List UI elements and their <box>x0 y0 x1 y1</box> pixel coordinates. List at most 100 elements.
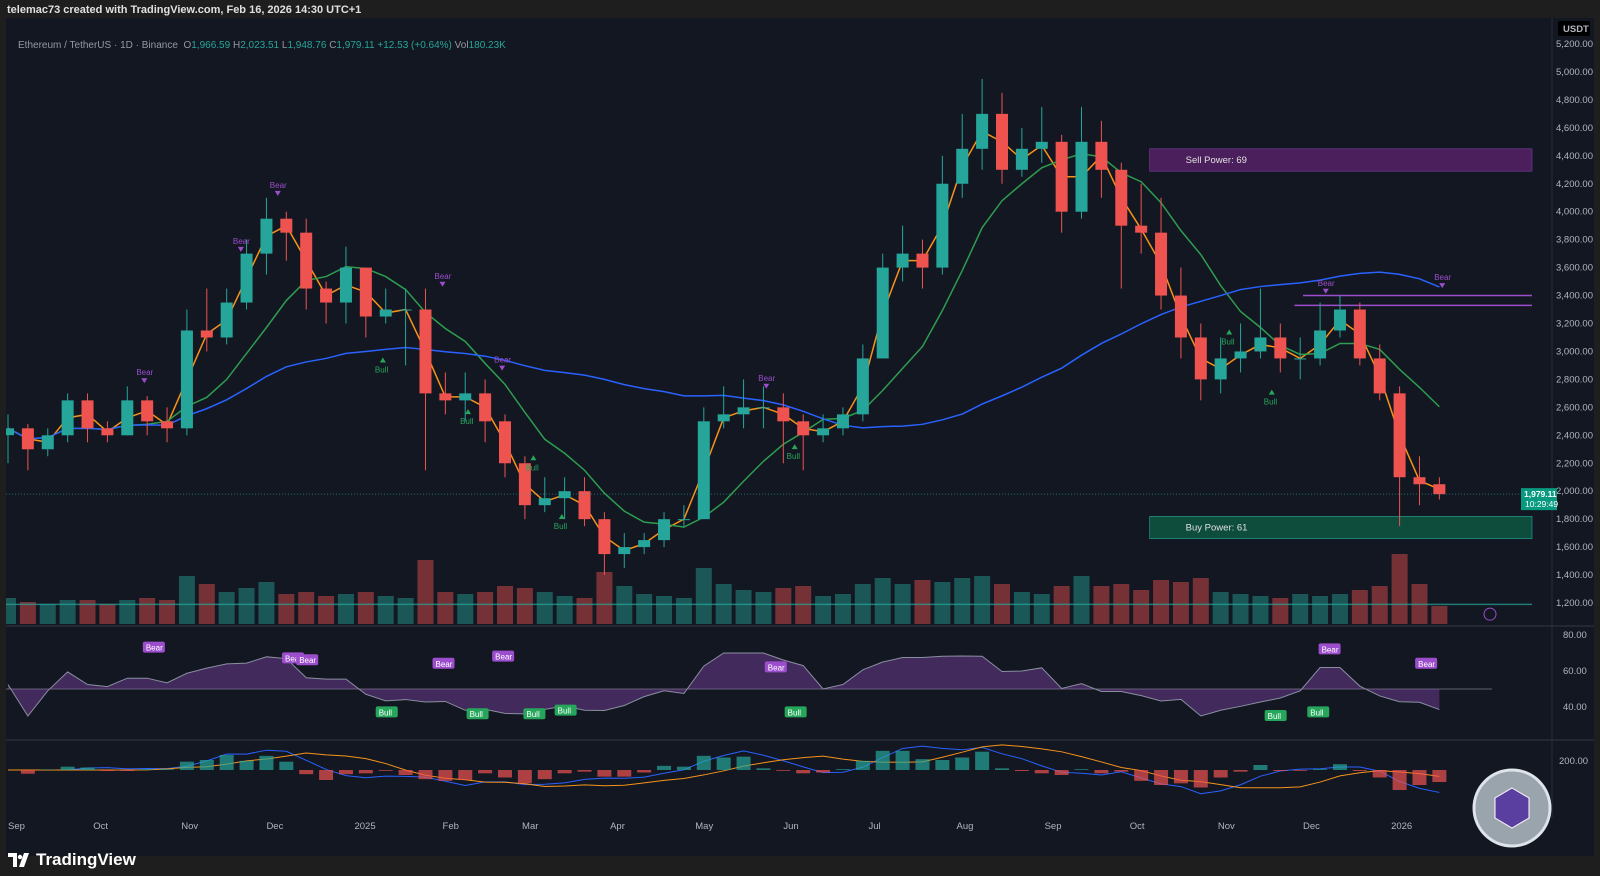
attribution-bar: telemac73 created with TradingView.com, … <box>0 0 1600 20</box>
volume-bar <box>1153 580 1170 624</box>
macd-histogram-bar <box>915 759 930 770</box>
candle-body <box>1333 309 1346 331</box>
volume-bar <box>755 592 772 624</box>
time-tick: Mar <box>522 821 538 832</box>
time-tick: May <box>695 821 713 832</box>
macd-histogram-bar <box>557 770 572 774</box>
macd-histogram-bar <box>199 760 214 770</box>
volume-bar <box>974 576 991 624</box>
macd-histogram-bar <box>1432 770 1447 783</box>
macd-histogram-bar <box>716 757 731 770</box>
candle-body <box>1015 148 1028 170</box>
candle-body <box>1214 358 1227 380</box>
rsi-signal-label: Bear <box>1322 645 1339 654</box>
volume-bar <box>258 582 275 624</box>
time-tick: Apr <box>610 821 625 832</box>
macd-histogram-bar <box>736 756 751 770</box>
macd-histogram-bar <box>219 755 234 770</box>
candle-body <box>996 113 1008 170</box>
alert-icon[interactable] <box>1483 607 1497 621</box>
rsi-signal-badge <box>375 706 398 718</box>
candle-body <box>956 148 969 184</box>
macd-histogram-bar <box>1014 770 1029 771</box>
rsi-signal-label: Bear <box>299 656 316 665</box>
chart-container[interactable]: 5,200.00 5,000.00 4,800.00 4,600.00 4,400.00… <box>6 18 1594 856</box>
time-tick: 2025 <box>354 821 375 832</box>
bear-marker-icon <box>439 281 446 287</box>
macd-histogram-bar <box>895 750 910 770</box>
volume-bar <box>397 598 414 624</box>
volume-bar <box>1232 594 1249 624</box>
rsi-signal-label: Bear <box>146 644 163 653</box>
macd-histogram-bar <box>1054 770 1069 775</box>
time-tick: Jul <box>869 821 881 832</box>
candle-body <box>1095 141 1108 170</box>
signal-label: Bull <box>375 365 389 374</box>
macd-histogram-bar <box>319 770 334 780</box>
rsi-area <box>8 653 1440 716</box>
macd-histogram-bar <box>80 767 95 770</box>
candle-body <box>1353 309 1366 359</box>
low-label: L <box>281 40 288 51</box>
candle-body <box>757 407 770 409</box>
candle-body <box>658 519 671 541</box>
candle-body <box>161 421 174 429</box>
candle-body <box>200 330 213 338</box>
rsi-signal-badge <box>142 641 165 653</box>
volume-bar <box>1033 594 1050 624</box>
candle-body <box>180 330 193 429</box>
macd-histogram-bar <box>358 770 373 774</box>
signal-label: Bull <box>787 452 801 461</box>
volume-bar <box>377 596 394 624</box>
macd-line <box>8 745 1440 795</box>
volume-value: 180.23K <box>468 40 506 51</box>
candle-body <box>399 309 412 311</box>
author-badge-icon <box>1494 787 1530 829</box>
chart-canvas[interactable]: 5,200.00 5,000.00 4,800.00 4,600.00 4,400.00… <box>6 18 1594 856</box>
tradingview-logo[interactable]: TradingView <box>8 850 136 870</box>
price-tick: 3,400.00 <box>1556 291 1593 302</box>
symbol-title[interactable]: Ethereum / TetherUS · 1D · Binance <box>18 40 178 51</box>
signal-label: Bull <box>525 463 539 472</box>
price-tick: 2,000.00 <box>1556 486 1593 497</box>
candle-body <box>499 421 511 464</box>
bull-marker-icon <box>1268 389 1275 395</box>
macd-histogram-bar <box>1293 770 1308 771</box>
candle-body <box>856 358 869 415</box>
candle-body <box>737 407 750 415</box>
candle-body <box>81 400 94 429</box>
macd-histogram-bar <box>1134 770 1149 781</box>
time-tick: Nov <box>181 821 198 832</box>
volume-bar <box>6 598 16 624</box>
macd-histogram-bar <box>1173 770 1188 784</box>
macd-histogram-bar <box>776 770 791 771</box>
candle-body <box>876 267 889 359</box>
macd-histogram-bar <box>1313 769 1328 770</box>
macd-histogram-bar <box>458 770 473 780</box>
volume-bar <box>695 568 712 624</box>
macd-histogram-bar <box>140 769 155 770</box>
bull-marker-icon <box>1226 329 1233 335</box>
price-tick: 4,000.00 <box>1556 207 1593 218</box>
open-value: 1,966.59 <box>191 40 231 51</box>
rsi-signal-label: Bear <box>285 654 302 663</box>
price-tick: 1,200.00 <box>1556 598 1593 609</box>
macd-histogram-bar <box>438 770 453 781</box>
macd-histogram-bar <box>875 750 890 770</box>
candle-body <box>1314 330 1327 359</box>
rsi-signal-badge <box>1307 706 1330 718</box>
price-tick: 1,600.00 <box>1556 542 1593 553</box>
rsi-signal-label: Bear <box>768 663 785 672</box>
volume-bar <box>735 590 752 624</box>
bear-marker-icon <box>274 190 281 196</box>
macd-histogram-bar <box>676 766 691 770</box>
bear-marker-icon <box>1439 283 1446 289</box>
signal-label: Bull <box>460 417 474 426</box>
time-tick: Jun <box>783 821 798 832</box>
currency-badge[interactable] <box>1558 21 1590 36</box>
macd-histogram-bar <box>1154 770 1169 785</box>
high-label: H <box>232 40 241 51</box>
volume-bar <box>1192 578 1209 624</box>
signal-label: Bull <box>554 522 568 531</box>
time-axis[interactable] <box>6 818 1594 856</box>
